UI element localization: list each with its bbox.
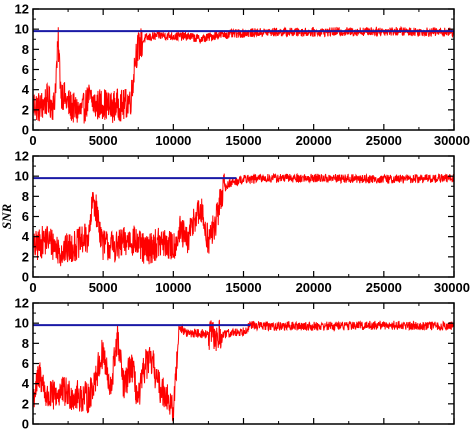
x-tick-label: 25000 [366, 133, 402, 148]
y-tick-label: 0 [22, 270, 29, 285]
chart-panel-3: 0 2 4 6 8 10 12 [15, 296, 455, 429]
y-tick-label: 0 [22, 417, 29, 429]
snr-trace [32, 319, 455, 422]
y-tick-label: 2 [22, 249, 29, 264]
x-tick-label: 30000 [434, 280, 470, 295]
y-tick-label: 12 [15, 296, 29, 311]
y-tick-label: 4 [22, 82, 30, 97]
x-tick-label: 10000 [155, 280, 191, 295]
y-tick-label: 4 [22, 376, 30, 391]
chart-panel-1: 0 2 4 6 8 10 12 0 5000 10000 15000 20000 25000 30000 [15, 2, 470, 149]
x-tick-label: 0 [29, 280, 36, 295]
plot-frame [32, 302, 455, 425]
y-tick-label: 6 [22, 62, 29, 77]
x-tick-label: 25000 [366, 280, 402, 295]
y-tick-label: 8 [22, 42, 29, 57]
snr-trace [32, 25, 455, 124]
x-tick-label: 15000 [225, 133, 261, 148]
y-tick-label: 10 [15, 22, 29, 37]
y-tick-label: 8 [22, 336, 29, 351]
y-axis-label: SNR [0, 204, 14, 230]
x-tick-label: 5000 [89, 133, 118, 148]
y-tick-label: 0 [22, 123, 29, 138]
y-tick-label: 10 [15, 169, 29, 184]
y-tick-label: 2 [22, 102, 29, 117]
y-tick-label: 6 [22, 209, 29, 224]
y-tick-label: 4 [22, 229, 30, 244]
x-tick-label: 5000 [89, 280, 118, 295]
x-tick-label: 20000 [296, 133, 332, 148]
x-tick-label: 20000 [296, 280, 332, 295]
snr-trace [32, 172, 455, 267]
y-tick-label: 12 [15, 2, 29, 17]
x-tick-label: 15000 [225, 280, 261, 295]
y-tick-label: 2 [22, 396, 29, 411]
x-tick-label: 0 [29, 133, 36, 148]
y-tick-label: 8 [22, 189, 29, 204]
x-tick-label: 30000 [434, 133, 470, 148]
chart-panel-2: 0 2 4 6 8 10 12 0 5000 10000 15000 20000 25000 30000 S… [0, 149, 470, 296]
x-tick-label: 10000 [155, 133, 191, 148]
y-tick-label: 6 [22, 356, 29, 371]
y-tick-label: 12 [15, 149, 29, 164]
y-tick-label: 10 [15, 316, 29, 331]
